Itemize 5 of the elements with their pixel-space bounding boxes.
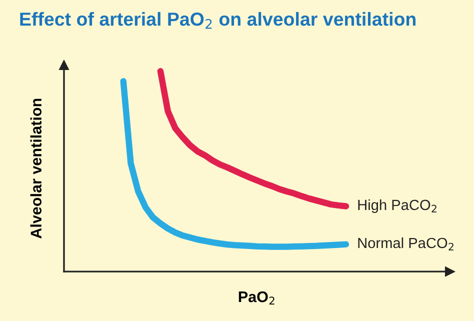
y-axis-title: Alveolar ventilation [30, 98, 42, 238]
series-label: Normal PaCO$_{2}$ [358, 237, 454, 250]
series-label: High PaCO$_{2}$ [358, 199, 436, 213]
chart-title: Effect of arterial PaO$_{2}$ on alveolar ventilation [20, 12, 416, 29]
x-axis-title: PaO$_{2}$ [238, 291, 274, 305]
